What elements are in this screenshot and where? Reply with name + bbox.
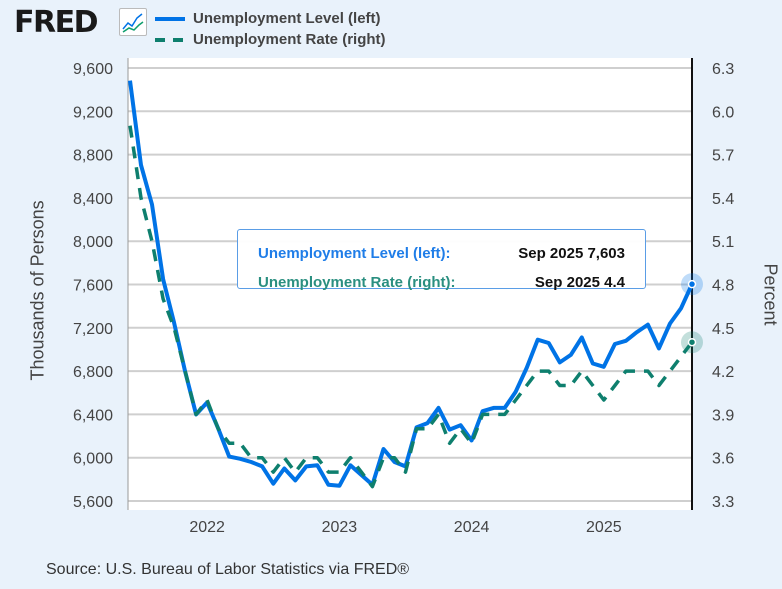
y-tick-label-right: 4.2 <box>712 364 734 381</box>
legend-item-rate[interactable]: Unemployment Rate (right) <box>155 29 386 50</box>
solid-line-swatch <box>155 16 185 21</box>
y-tick-label-right: 6.0 <box>712 104 734 121</box>
hover-point <box>687 337 697 347</box>
legend-item-level[interactable]: Unemployment Level (left) <box>155 8 386 29</box>
legend-label: Unemployment Rate (right) <box>193 31 386 48</box>
y-tick-label-left: 6,000 <box>73 451 113 468</box>
y-tick-label-left: 9,600 <box>73 61 113 78</box>
tooltip-value-level: Sep 2025 7,603 <box>518 245 625 262</box>
y-tick-label-left: 7,200 <box>73 321 113 338</box>
y-tick-label-right: 5.1 <box>712 234 734 251</box>
y-tick-label-left: 8,000 <box>73 234 113 251</box>
x-tick-label: 2024 <box>454 519 490 536</box>
tooltip-value-rate: Sep 2025 4.4 <box>534 274 625 291</box>
x-tick-label: 2025 <box>586 519 622 536</box>
hover-point <box>687 279 697 289</box>
line-chart-icon[interactable] <box>119 8 147 36</box>
y-axis-title-right: Percent <box>760 263 781 326</box>
y-tick-label-left: 6,800 <box>73 364 113 381</box>
y-tick-label-right: 4.8 <box>712 278 734 295</box>
y-tick-label-left: 7,600 <box>73 278 113 295</box>
fred-logo[interactable]: FRED <box>14 5 99 40</box>
x-tick-label: 2023 <box>322 519 358 536</box>
y-tick-label-right: 5.4 <box>712 191 734 208</box>
y-tick-label-right: 6.3 <box>712 61 734 78</box>
y-tick-label-right: 4.5 <box>712 321 734 338</box>
series-line-unemployment-rate <box>128 125 694 489</box>
y-tick-label-left: 8,800 <box>73 148 113 165</box>
y-tick-label-left: 8,400 <box>73 191 113 208</box>
tooltip-label-level: Unemployment Level (left): <box>258 245 451 262</box>
legend: Unemployment Level (left) Unemployment R… <box>155 8 386 50</box>
tooltip-label-rate: Unemployment Rate (right): <box>258 274 456 291</box>
tooltip: Unemployment Level (left): Sep 2025 7,60… <box>237 229 646 291</box>
y-tick-label-left: 6,400 <box>73 407 113 424</box>
y-tick-label-right: 5.7 <box>712 148 734 165</box>
y-tick-label-right: 3.9 <box>712 407 734 424</box>
legend-label: Unemployment Level (left) <box>193 10 381 27</box>
y-tick-label-left: 9,200 <box>73 104 113 121</box>
y-axis-title-left: Thousands of Persons <box>27 200 48 381</box>
y-tick-label-right: 3.6 <box>712 451 734 468</box>
x-tick-label: 2022 <box>189 519 225 536</box>
y-tick-label-right: 3.3 <box>712 494 734 511</box>
y-tick-label-left: 5,600 <box>73 494 113 511</box>
source-note: Source: U.S. Bureau of Labor Statistics … <box>46 561 410 578</box>
dashed-line-swatch <box>155 37 185 42</box>
